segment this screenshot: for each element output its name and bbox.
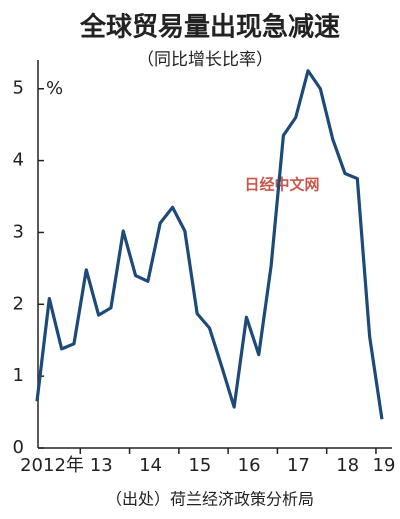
y-tick-label: 0 bbox=[13, 437, 24, 458]
chart-title: 全球贸易量出现急减速 bbox=[79, 12, 340, 43]
y-tick-label: 5 bbox=[13, 78, 24, 99]
x-tick-label: 18 bbox=[336, 455, 359, 476]
y-unit: % bbox=[46, 78, 63, 99]
x-tick-label: 16 bbox=[238, 455, 261, 476]
x-tick-label: 15 bbox=[188, 455, 211, 476]
chart-subtitle: （同比增长比率） bbox=[137, 50, 273, 70]
watermark: 日经中文网 bbox=[244, 176, 319, 194]
x-tick-label: 14 bbox=[139, 455, 162, 476]
x-tick-label: 2012年 bbox=[20, 455, 84, 476]
y-tick-label: 3 bbox=[13, 221, 24, 242]
x-tick-label: 17 bbox=[287, 455, 310, 476]
y-tick-label: 1 bbox=[13, 365, 24, 386]
y-tick-label: 2 bbox=[13, 293, 24, 314]
data-line bbox=[35, 69, 384, 420]
y-tick-label: 4 bbox=[13, 150, 24, 171]
source-note: （出处）荷兰经济政策分析局 bbox=[106, 490, 314, 509]
x-tick-label: 19 bbox=[373, 455, 396, 476]
x-tick-label: 13 bbox=[90, 455, 113, 476]
